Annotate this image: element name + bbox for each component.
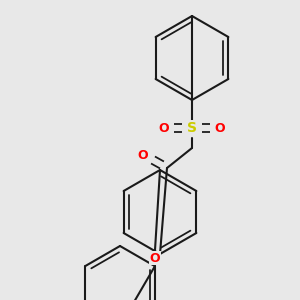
Text: O: O bbox=[159, 122, 169, 134]
Text: O: O bbox=[215, 122, 225, 134]
Text: O: O bbox=[138, 148, 148, 161]
Text: S: S bbox=[187, 121, 197, 135]
Text: O: O bbox=[150, 251, 160, 265]
